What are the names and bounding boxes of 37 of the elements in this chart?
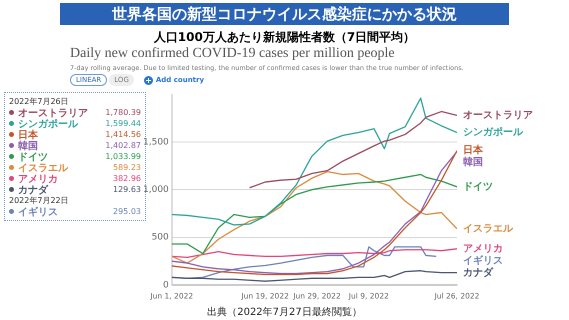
text: 1,414.56	[105, 130, 141, 139]
text: 韓国	[463, 157, 483, 168]
text: アメリカ	[463, 243, 503, 254]
text: オーストラリア	[463, 110, 533, 121]
text: 日本	[463, 145, 483, 156]
text: 129.63	[113, 185, 141, 194]
text: 2022年7月22日	[9, 195, 70, 206]
legend-label: オーストラリア	[18, 106, 89, 119]
legend-label: ドイツ	[18, 150, 49, 164]
text: ドイツ	[463, 181, 493, 192]
y-tick-label: 500	[152, 232, 170, 243]
source-note: 出典（2022年7月27日最終閲覧）	[206, 306, 363, 319]
text: 295.03	[113, 207, 141, 216]
legend-label: イギリス	[18, 206, 59, 218]
chart-subtitle: 人口100万人あたり新規陽性者数（7日間平均）	[152, 29, 416, 46]
y-tick-label: 1,000	[143, 185, 170, 196]
text: 1,599.44	[105, 119, 141, 128]
legend-label: アメリカ	[18, 172, 59, 184]
text: 382.96	[113, 174, 141, 183]
chart-title: 世界各国の新型コロナウイルス感染症にかかる状況	[60, 3, 509, 25]
legend-label: 日本	[18, 128, 39, 140]
text: 1,402.87	[105, 141, 141, 150]
text: 1,780.39	[105, 108, 141, 117]
text: Daily new confirmed COVID-19 cases per million people	[70, 46, 395, 62]
y-tick-label: 0	[163, 280, 170, 290]
text: シンガポール	[463, 127, 523, 138]
legend-label: イスラエル	[18, 162, 70, 174]
text: イスラエル	[463, 223, 513, 234]
text: イギリス	[463, 255, 503, 266]
legend-label: カナダ	[18, 184, 50, 196]
legend-label: シンガポール	[18, 118, 80, 130]
text: 589.23	[113, 163, 141, 172]
y-tick-label: 1,500	[143, 137, 170, 148]
legend-label: 韓国	[18, 140, 39, 152]
text: カナダ	[463, 267, 493, 278]
text: 2022年7月26日	[9, 96, 70, 107]
text: 1,033.99	[105, 152, 141, 161]
